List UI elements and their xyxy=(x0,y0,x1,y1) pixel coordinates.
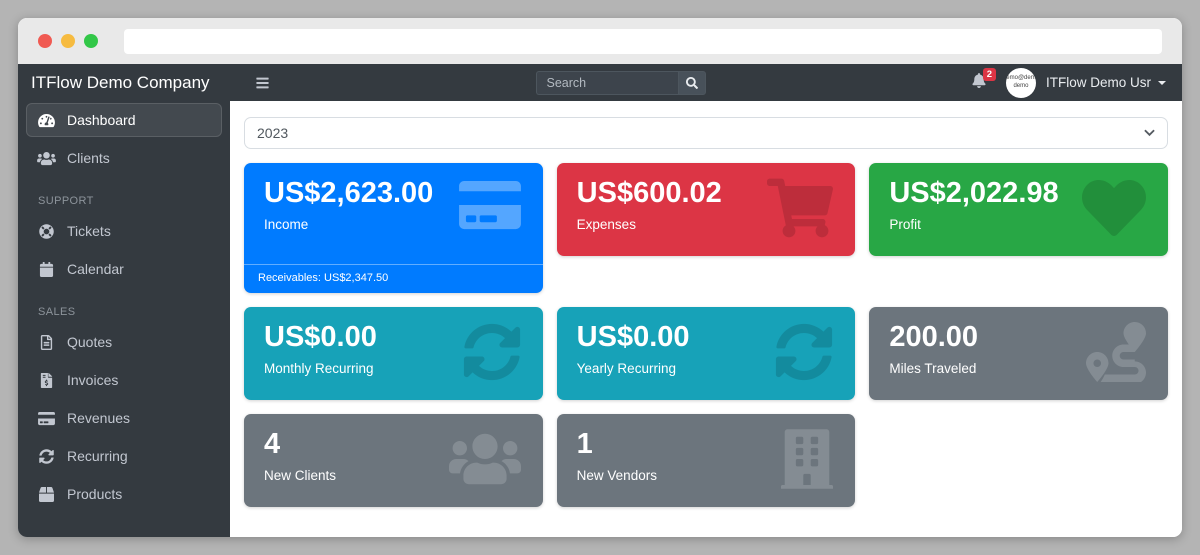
sidebar-item-label: Products xyxy=(67,486,123,502)
caret-down-icon xyxy=(1158,80,1166,85)
sidebar-item-recurring[interactable]: Recurring xyxy=(26,439,222,473)
sidebar-item-label: Dashboard xyxy=(67,112,136,128)
new-clients-value: 4 xyxy=(264,428,281,460)
users-icon xyxy=(449,430,521,488)
route-icon xyxy=(1086,322,1146,382)
heart-icon xyxy=(1082,176,1146,240)
user-menu[interactable]: ITFlow Demo Usr xyxy=(1046,75,1166,90)
box-icon xyxy=(37,487,56,502)
expenses-card[interactable]: US$600.02 Expenses xyxy=(556,163,856,256)
user-name: ITFlow Demo Usr xyxy=(1045,75,1151,90)
sidebar-item-label: Invoices xyxy=(67,372,119,388)
sync-icon xyxy=(463,323,521,381)
file-alt-icon xyxy=(37,335,56,350)
sidebar-item-products[interactable]: Products xyxy=(26,477,222,511)
users-icon xyxy=(37,151,56,166)
miles-traveled-card[interactable]: 200.00 Miles Traveled xyxy=(869,307,1168,400)
company-brand[interactable]: ITFlow Demo Company xyxy=(31,72,210,92)
close-window-button[interactable] xyxy=(38,34,52,48)
yearly-recurring-label: Yearly Recurring xyxy=(576,361,676,377)
dashboard-content: 2023 US$2,623.00 Income Receivables: US$… xyxy=(230,101,1182,537)
search-input[interactable] xyxy=(536,70,679,95)
search-button[interactable] xyxy=(678,70,707,95)
sidebar-item-label: Revenues xyxy=(67,410,131,426)
sidebar-item-quotes[interactable]: Quotes xyxy=(26,325,222,359)
new-clients-card[interactable]: 4 New Clients xyxy=(244,414,543,507)
avatar[interactable]: demo@demo demo xyxy=(1005,67,1036,98)
browser-titlebar xyxy=(18,18,1182,64)
year-select[interactable]: 2023 xyxy=(244,117,1168,149)
minimize-window-button[interactable] xyxy=(61,34,75,48)
income-card[interactable]: US$2,623.00 Income Receivables: US$2,347… xyxy=(244,163,543,293)
url-bar[interactable] xyxy=(124,28,1162,54)
hamburger-menu-icon[interactable] xyxy=(254,76,271,90)
new-vendors-card[interactable]: 1 New Vendors xyxy=(556,414,856,507)
avatar-text-line2: demo xyxy=(1013,82,1029,89)
monthly-recurring-value: US$0.00 xyxy=(264,321,377,353)
new-vendors-value: 1 xyxy=(576,428,593,460)
profit-value: US$2,022.98 xyxy=(889,177,1059,209)
sidebar-section-sales: SALES xyxy=(38,306,76,318)
sidebar-item-clients[interactable]: Clients xyxy=(26,141,222,175)
sidebar-item-dashboard[interactable]: Dashboard xyxy=(26,103,222,137)
credit-card-icon xyxy=(37,411,56,426)
sidebar-item-label: Calendar xyxy=(67,261,124,277)
sidebar-item-label: Recurring xyxy=(67,448,128,464)
search-icon xyxy=(686,77,698,89)
file-invoice-dollar-icon xyxy=(37,373,56,388)
traffic-lights xyxy=(38,34,98,48)
income-label: Income xyxy=(264,217,309,233)
building-icon xyxy=(781,429,833,489)
income-value: US$2,623.00 xyxy=(264,177,434,209)
miles-traveled-label: Miles Traveled xyxy=(889,361,977,377)
sidebar-item-tickets[interactable]: Tickets xyxy=(26,214,222,248)
sidebar-item-label: Clients xyxy=(67,150,110,166)
sidebar-item-label: Quotes xyxy=(67,334,113,350)
calendar-icon xyxy=(37,262,56,277)
tachometer-icon xyxy=(37,113,56,128)
monthly-recurring-card[interactable]: US$0.00 Monthly Recurring xyxy=(244,307,543,400)
sidebar-item-revenues[interactable]: Revenues xyxy=(26,401,222,435)
maximize-window-button[interactable] xyxy=(84,34,98,48)
new-clients-label: New Clients xyxy=(264,468,337,484)
expenses-label: Expenses xyxy=(576,217,636,233)
yearly-recurring-value: US$0.00 xyxy=(576,321,690,353)
top-navbar: 2 demo@demo demo ITFlow Demo Usr xyxy=(230,64,1182,101)
miles-traveled-value: 200.00 xyxy=(889,321,979,353)
search-group xyxy=(536,70,707,95)
browser-window: ITFlow Demo Company Dashboard Clients SU… xyxy=(18,18,1182,537)
notification-badge: 2 xyxy=(982,67,996,81)
sidebar-section-support: SUPPORT xyxy=(38,195,94,207)
sync-icon xyxy=(775,323,833,381)
sidebar-item-calendar[interactable]: Calendar xyxy=(26,252,222,286)
notifications-button[interactable]: 2 xyxy=(972,67,996,93)
sidebar-item-invoices[interactable]: Invoices xyxy=(26,363,222,397)
stat-cards-grid: US$2,623.00 Income Receivables: US$2,347… xyxy=(244,163,1168,507)
life-ring-icon xyxy=(37,224,56,239)
monthly-recurring-label: Monthly Recurring xyxy=(264,361,374,377)
income-receivables: Receivables: US$2,347.50 xyxy=(244,264,543,293)
sidebar-item-label: Tickets xyxy=(67,223,111,239)
credit-card-icon xyxy=(459,178,521,233)
shopping-cart-icon xyxy=(767,179,833,238)
profit-card[interactable]: US$2,022.98 Profit xyxy=(869,163,1168,256)
new-vendors-label: New Vendors xyxy=(576,468,657,484)
avatar-text-line1: demo@demo xyxy=(1006,74,1036,81)
expenses-value: US$600.02 xyxy=(576,177,722,209)
yearly-recurring-card[interactable]: US$0.00 Yearly Recurring xyxy=(556,307,856,400)
profit-label: Profit xyxy=(889,217,921,233)
sync-icon xyxy=(37,449,56,464)
sidebar: ITFlow Demo Company Dashboard Clients SU… xyxy=(18,64,230,537)
